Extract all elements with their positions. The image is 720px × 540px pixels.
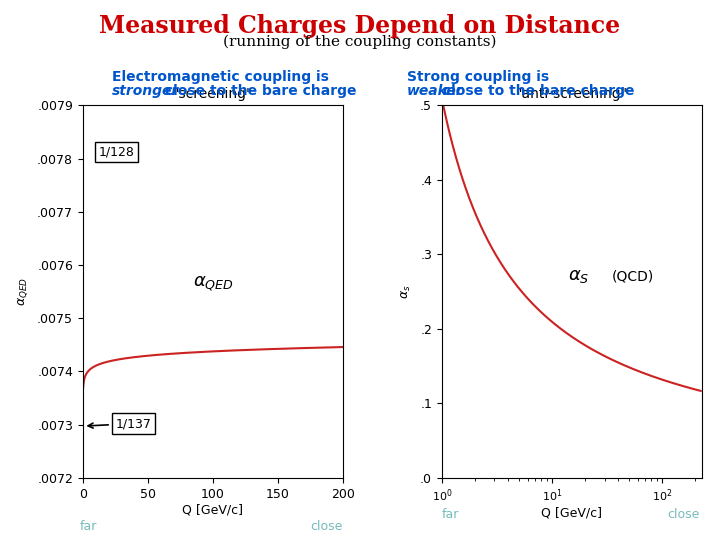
Text: close: close [310,521,343,534]
Text: Measured Charges Depend on Distance: Measured Charges Depend on Distance [99,14,621,37]
Title: "screening": "screening" [173,87,253,102]
Text: Electromagnetic coupling is: Electromagnetic coupling is [112,70,328,84]
X-axis label: Q [GeV/c]: Q [GeV/c] [541,507,603,520]
Text: far: far [80,521,98,534]
Text: 1/128: 1/128 [99,146,135,159]
Text: 1/137: 1/137 [88,417,151,430]
Text: close to the bare charge: close to the bare charge [160,84,356,98]
Text: $\alpha_S$: $\alpha_S$ [568,267,590,286]
Text: stronger: stronger [112,84,179,98]
X-axis label: Q [GeV/c]: Q [GeV/c] [182,503,243,516]
Text: (running of the coupling constants): (running of the coupling constants) [223,35,497,50]
Text: weaker: weaker [407,84,464,98]
Y-axis label: $\alpha_s$: $\alpha_s$ [400,284,413,299]
Text: Strong coupling is: Strong coupling is [407,70,549,84]
Text: $\alpha_{QED}$: $\alpha_{QED}$ [194,274,234,293]
Text: close: close [667,508,700,521]
Y-axis label: $\alpha_{QED}$: $\alpha_{QED}$ [17,277,30,306]
Title: "anti-screening": "anti-screening" [516,87,628,102]
Text: close to the bare charge: close to the bare charge [438,84,634,98]
Text: (QCD): (QCD) [612,269,654,284]
Text: far: far [442,508,459,521]
